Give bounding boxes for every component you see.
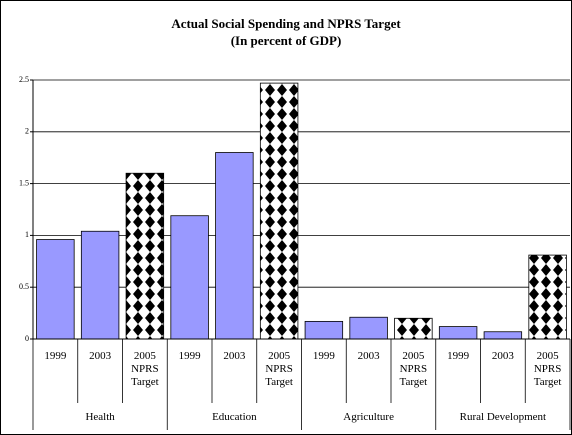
x-tick-label: 2003 — [89, 350, 112, 362]
x-tick-label: 2005 NPRS Target — [265, 350, 293, 388]
x-tick-label: 2005 NPRS Target — [533, 350, 562, 388]
bar — [394, 317, 433, 340]
bar — [438, 326, 478, 340]
x-tick-label: 2003 — [357, 350, 380, 362]
x-tick-label: 1999 — [44, 350, 67, 362]
group-label: Agriculture — [343, 411, 394, 423]
bar — [125, 172, 165, 340]
bar — [304, 320, 344, 340]
x-tick-label: 2003 — [223, 350, 246, 362]
y-tick-label: 0.5 — [19, 282, 29, 291]
bar — [259, 82, 299, 340]
y-tick-label: 0 — [25, 334, 29, 343]
x-tick-label: 1999 — [312, 350, 335, 362]
bar — [36, 239, 75, 340]
group-label: Education — [212, 411, 257, 423]
bar — [528, 254, 567, 340]
x-tick-label: 1999 — [178, 350, 201, 362]
x-tick-label: 2005 NPRS Target — [399, 350, 428, 388]
chart-subtitle: (In percent of GDP) — [230, 33, 342, 48]
chart-title: Actual Social Spending and NPRS Target — [171, 16, 401, 31]
x-tick-label: 2003 — [491, 350, 514, 362]
bar — [80, 230, 120, 340]
bar — [170, 215, 209, 340]
bar — [483, 331, 523, 340]
y-tick-label: 2.5 — [19, 75, 29, 84]
bar — [349, 316, 388, 340]
x-tick-label: 1999 — [447, 350, 470, 362]
bar — [215, 152, 254, 340]
x-tick-label: 2005 NPRS Target — [131, 350, 159, 388]
y-tick-label: 1 — [25, 230, 29, 239]
y-tick-label: 2 — [25, 127, 29, 136]
group-label: Rural Development — [459, 411, 547, 423]
y-tick-label: 1.5 — [19, 178, 29, 187]
group-label: Health — [85, 411, 115, 423]
